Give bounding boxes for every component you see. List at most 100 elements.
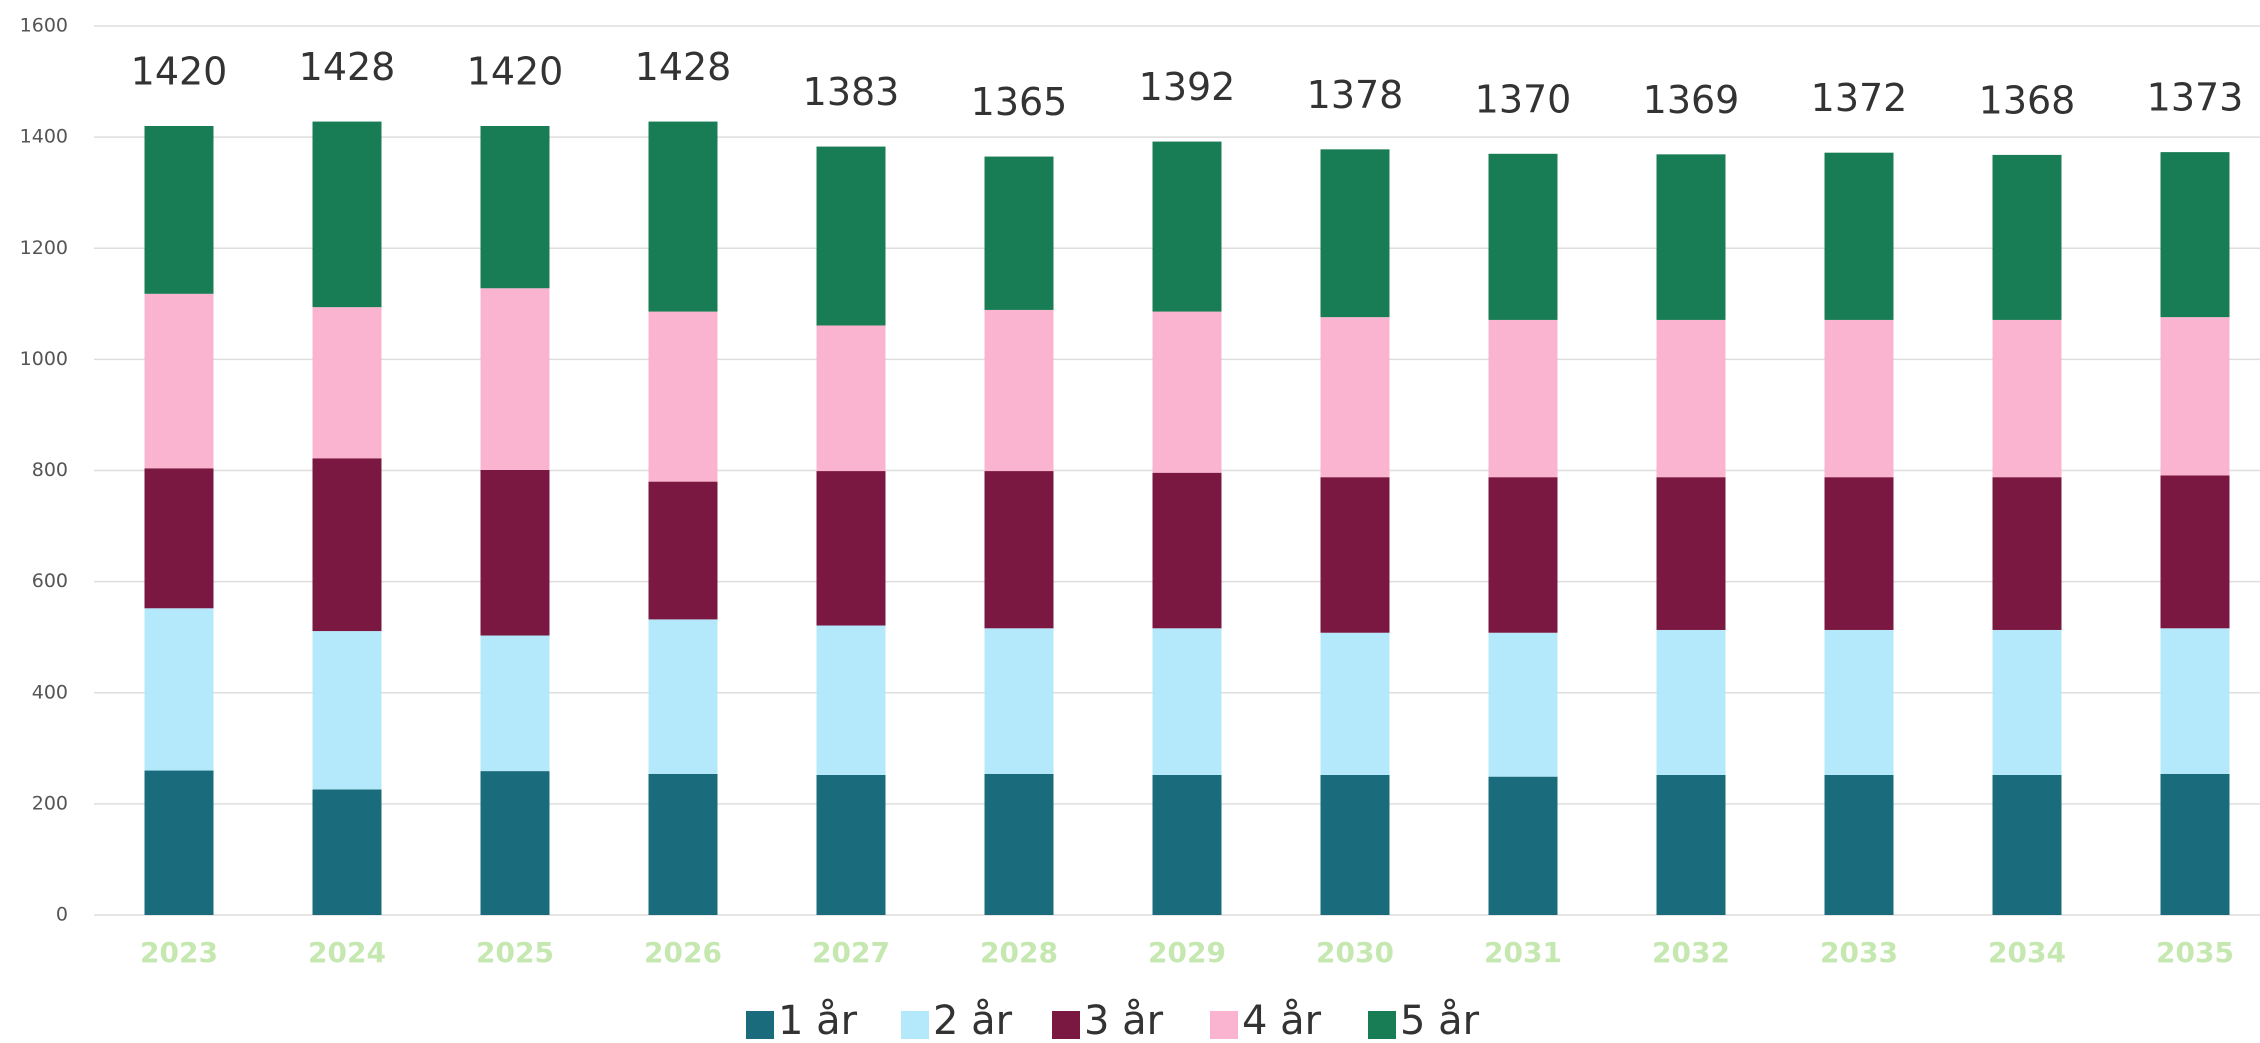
bar-segment xyxy=(1656,154,1726,320)
bar-segment xyxy=(1152,774,1222,915)
bar-segment xyxy=(1488,153,1558,320)
bar-segment xyxy=(1824,152,1894,320)
x-tick-label: 2033 xyxy=(1820,936,1898,969)
legend-swatch xyxy=(1368,1011,1396,1039)
bar-segment xyxy=(648,481,718,620)
bar-segment xyxy=(1152,141,1222,312)
bar-segment xyxy=(1320,477,1390,633)
x-tick-label: 2029 xyxy=(1148,936,1226,969)
bar-segment xyxy=(984,309,1054,472)
bar-segment xyxy=(984,773,1054,915)
total-label: 1373 xyxy=(2147,76,2244,120)
bar-segment xyxy=(1320,149,1390,318)
bar-segment xyxy=(144,126,214,294)
x-tick-label: 2028 xyxy=(980,936,1058,969)
total-label: 1372 xyxy=(1811,76,1908,120)
x-tick-label: 2024 xyxy=(308,936,386,969)
bar-segment xyxy=(312,458,382,632)
bar-segment xyxy=(1824,629,1894,775)
x-tick-label: 2034 xyxy=(1988,936,2066,969)
bar-segment xyxy=(480,635,550,772)
bar-segment xyxy=(1152,628,1222,775)
total-label: 1369 xyxy=(1643,78,1740,122)
x-tick-label: 2031 xyxy=(1484,936,1562,969)
bar-segment xyxy=(1488,477,1558,633)
bar-segment xyxy=(144,293,214,469)
bar-segment xyxy=(1656,774,1726,915)
bar-segment xyxy=(1992,154,2062,320)
bar-segment xyxy=(816,774,886,915)
bar-segment xyxy=(144,608,214,771)
bar-segment xyxy=(648,619,718,774)
total-label: 1420 xyxy=(467,50,564,94)
bar-segment xyxy=(984,628,1054,774)
legend-swatch xyxy=(901,1011,929,1039)
bar-segment xyxy=(1824,774,1894,915)
y-tick-label: 400 xyxy=(32,681,68,703)
total-label: 1370 xyxy=(1475,77,1572,121)
y-tick-label: 600 xyxy=(32,570,68,592)
bar-segment xyxy=(1488,632,1558,777)
bar-segment xyxy=(480,469,550,636)
y-tick-label: 800 xyxy=(32,459,68,481)
bar-segment xyxy=(1824,477,1894,630)
legend-swatch xyxy=(746,1011,774,1039)
bar-segment xyxy=(1992,319,2062,478)
total-label: 1368 xyxy=(1979,78,2076,122)
bar-segment xyxy=(312,789,382,915)
bar-segment xyxy=(480,288,550,470)
legend-label: 1 år xyxy=(778,998,858,1043)
bar-segment xyxy=(1320,632,1390,775)
bar-segment xyxy=(312,307,382,459)
x-tick-label: 2025 xyxy=(476,936,554,969)
bar-segment xyxy=(1320,317,1390,478)
bar-segment xyxy=(2160,152,2230,318)
total-label: 1365 xyxy=(971,80,1068,124)
bar-segment xyxy=(312,121,382,308)
bar-segment xyxy=(1488,776,1558,915)
bar-segment xyxy=(984,156,1054,310)
bar-segment xyxy=(1992,774,2062,915)
y-tick-label: 200 xyxy=(32,792,68,814)
bar-segment xyxy=(2160,773,2230,915)
bar-segment xyxy=(2160,628,2230,774)
total-label: 1392 xyxy=(1139,65,1236,109)
legend-label: 3 år xyxy=(1084,998,1164,1043)
bar-segment xyxy=(1656,477,1726,630)
y-tick-label: 1400 xyxy=(20,126,68,148)
x-tick-label: 2030 xyxy=(1316,936,1394,969)
bar-segment xyxy=(312,631,382,790)
y-tick-label: 0 xyxy=(56,904,68,926)
bar-segment xyxy=(480,126,550,289)
bar-segment xyxy=(816,146,886,326)
total-label: 1378 xyxy=(1307,73,1404,117)
total-label: 1428 xyxy=(635,45,732,89)
total-label: 1383 xyxy=(803,70,900,114)
bar-segment xyxy=(480,771,550,915)
bar-segment xyxy=(984,471,1054,629)
legend-label: 2 år xyxy=(933,998,1013,1043)
y-tick-label: 1200 xyxy=(20,237,68,259)
bar-segment xyxy=(816,325,886,472)
bar-segment xyxy=(1656,629,1726,775)
bar-segment xyxy=(1824,319,1894,478)
y-tick-label: 1000 xyxy=(20,348,68,370)
bar-segment xyxy=(1488,319,1558,478)
legend-label: 4 år xyxy=(1242,998,1322,1043)
x-tick-label: 2023 xyxy=(140,936,218,969)
bar-segment xyxy=(648,121,718,312)
bar-segment xyxy=(2160,475,2230,629)
bar-segment xyxy=(816,625,886,775)
y-tick-label: 1600 xyxy=(20,15,68,37)
legend-swatch xyxy=(1210,1011,1238,1039)
x-tick-label: 2026 xyxy=(644,936,722,969)
x-tick-label: 2027 xyxy=(812,936,890,969)
bar-segment xyxy=(1992,477,2062,630)
bar-segment xyxy=(648,773,718,915)
x-tick-label: 2035 xyxy=(2156,936,2234,969)
bar-segment xyxy=(1992,629,2062,775)
bar-segment xyxy=(144,468,214,609)
bar-segment xyxy=(648,311,718,482)
x-tick-label: 2032 xyxy=(1652,936,1730,969)
